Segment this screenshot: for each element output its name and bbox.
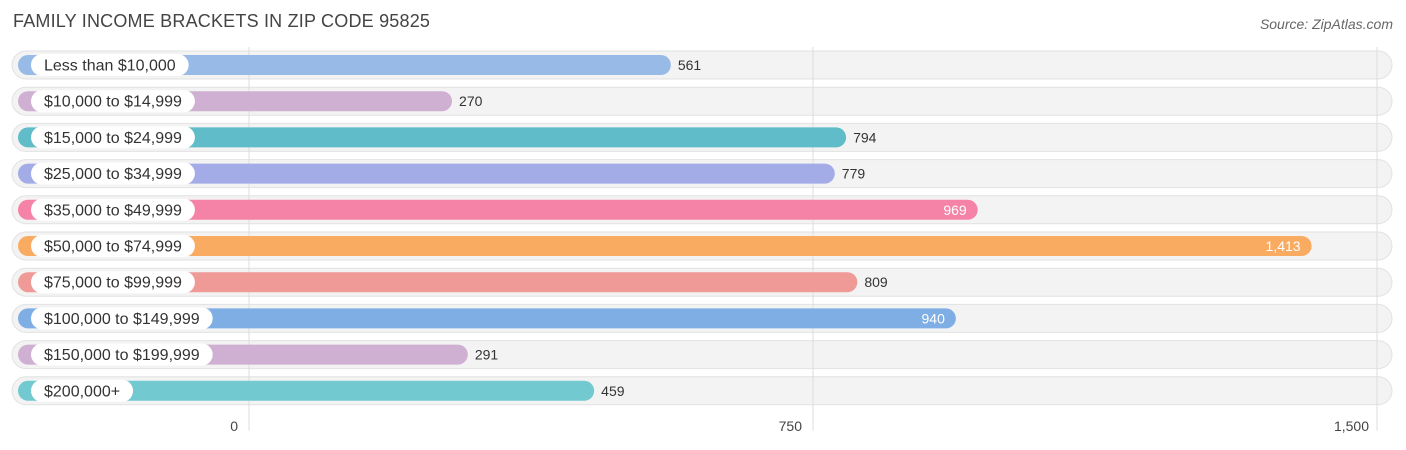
value-label: 291 (475, 347, 499, 363)
category-label-pill (31, 126, 195, 149)
category-label: $100,000 to $149,999 (44, 311, 200, 328)
bar (18, 199, 978, 220)
value-label: 779 (842, 166, 866, 182)
bar (18, 236, 1312, 256)
value-label: 809 (864, 274, 888, 290)
x-tick-label: 750 (779, 418, 803, 434)
category-label: $50,000 to $74,999 (44, 239, 182, 256)
value-label: 794 (853, 129, 877, 145)
category-label-pill (31, 162, 195, 185)
value-label: 459 (601, 383, 625, 399)
category-label: $10,000 to $14,999 (44, 94, 182, 111)
value-label: 969 (943, 202, 967, 218)
category-label-pill (31, 343, 213, 366)
category-label: $150,000 to $199,999 (44, 347, 200, 364)
bar (18, 308, 956, 329)
category-label-pill (31, 54, 189, 76)
value-label: 940 (922, 310, 946, 326)
chart-title: FAMILY INCOME BRACKETS IN ZIP CODE 95825 (13, 11, 431, 31)
category-label-pill (31, 235, 195, 257)
category-label-pill (31, 271, 195, 294)
bar (18, 127, 847, 148)
category-label: $15,000 to $24,999 (44, 130, 182, 147)
category-label-pill (31, 307, 213, 330)
category-label: $25,000 to $34,999 (44, 166, 182, 183)
category-label-pill (31, 90, 195, 113)
category-label: $200,000+ (44, 383, 120, 400)
x-tick-label: 0 (230, 418, 238, 434)
x-tick-label: 1,500 (1334, 418, 1369, 434)
value-label: 1,413 (1266, 238, 1301, 254)
category-label: Less than $10,000 (44, 58, 176, 75)
value-label: 270 (459, 93, 483, 109)
category-label-pill (31, 379, 134, 402)
bar (18, 380, 595, 401)
bar (18, 163, 835, 184)
category-label: $75,000 to $99,999 (44, 275, 182, 292)
value-label: 561 (678, 57, 702, 73)
bar (18, 272, 858, 293)
category-label-pill (31, 198, 195, 221)
category-label: $35,000 to $49,999 (44, 202, 182, 219)
chart-source: Source: ZipAtlas.com (1259, 16, 1393, 32)
